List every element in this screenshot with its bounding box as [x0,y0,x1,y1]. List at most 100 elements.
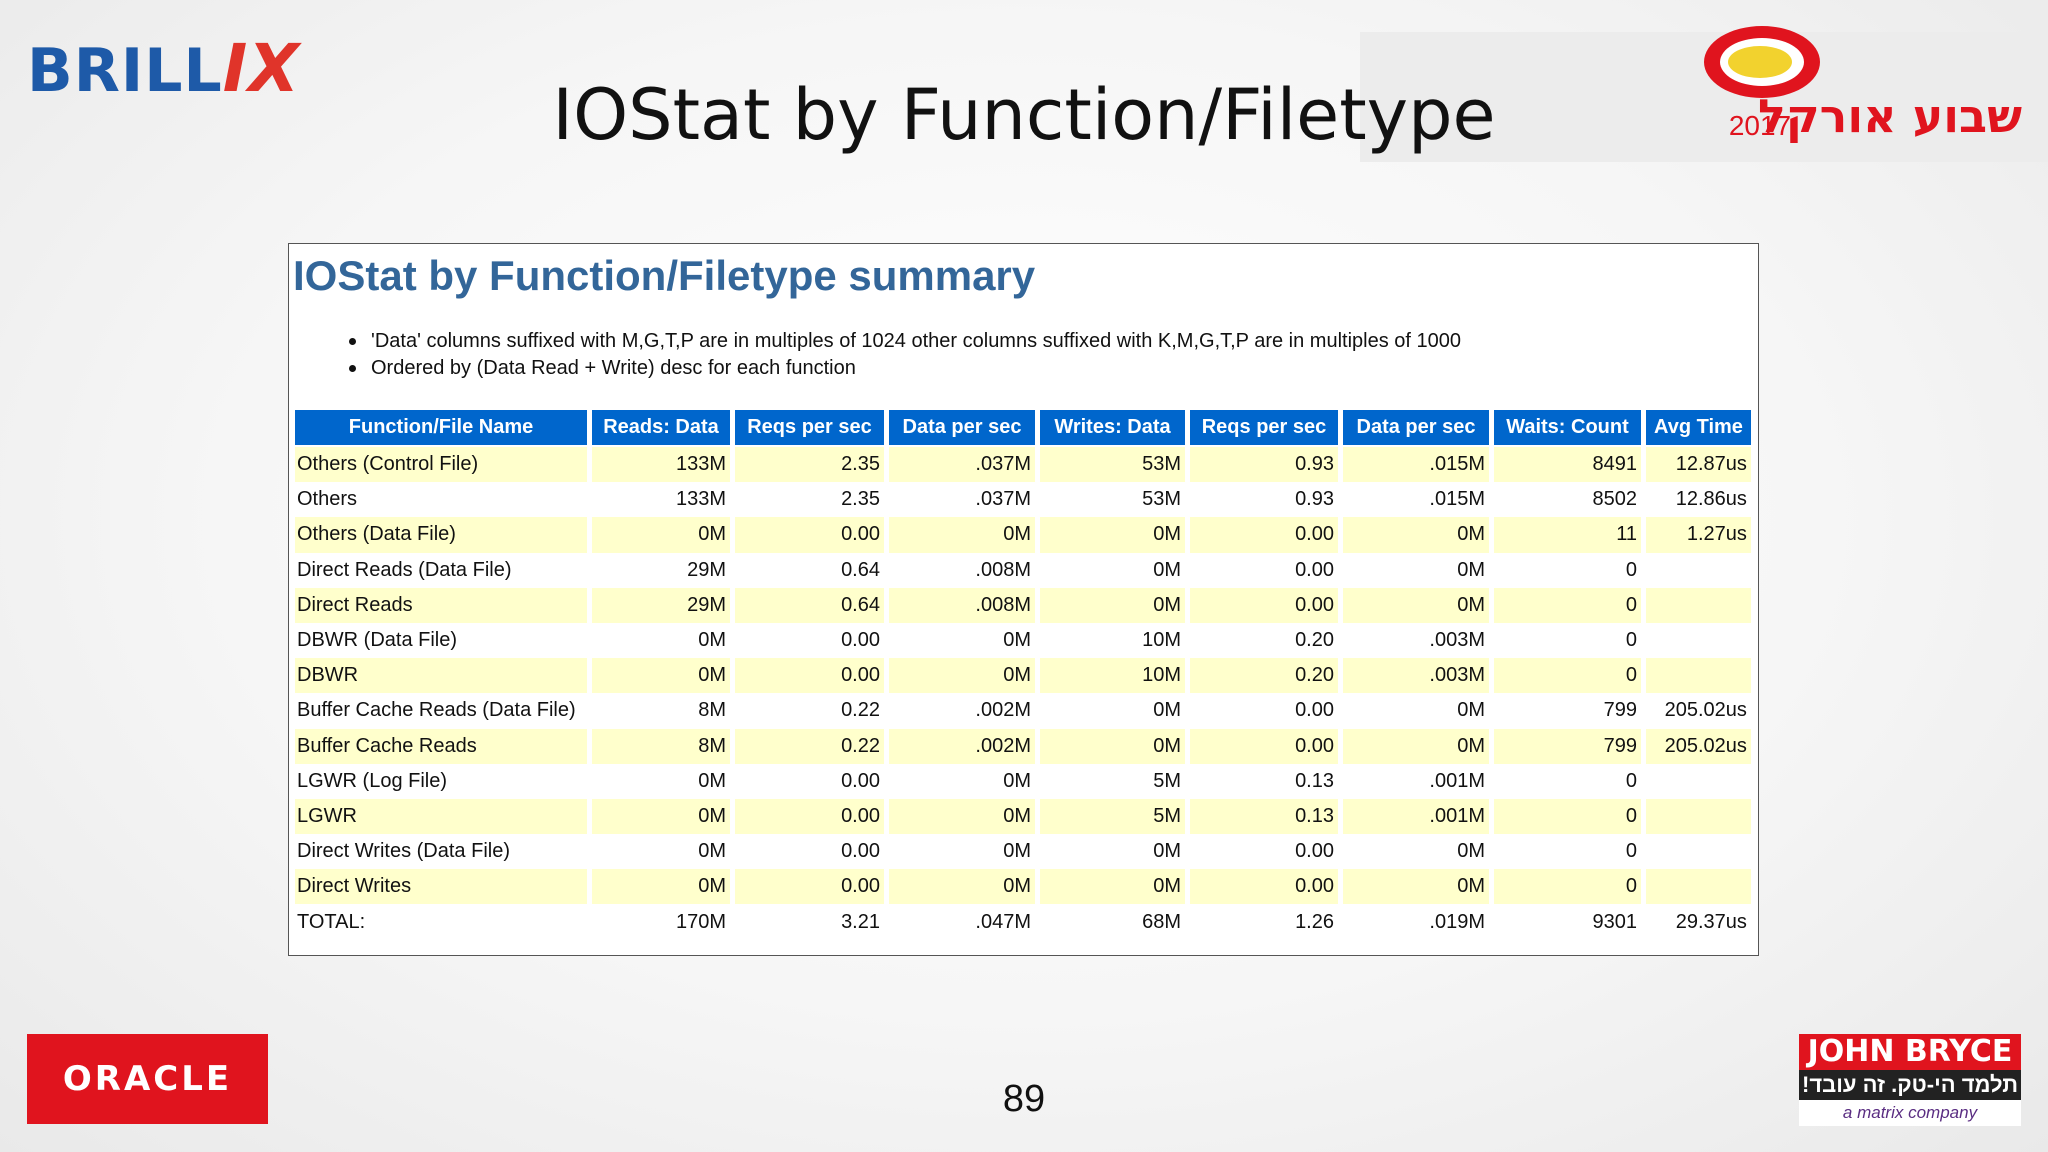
col-write-reqs-per-sec: Reqs per sec [1190,410,1338,447]
table-cell: 5M [1040,798,1185,835]
table-cell: 8M [592,728,730,764]
table-row: Direct Reads (Data File) 29M 0.64.008M 0M 0.… [295,552,1751,588]
table-cell: 0.00 [1190,587,1338,623]
table-cell: 0M [592,763,730,799]
brillix-logo: BRILLIX [27,30,301,107]
table-cell: 0.00 [1190,834,1338,870]
row-function-name: TOTAL: [295,904,587,940]
row-function-name: Others (Data File) [295,517,587,553]
table-cell: 53M [1040,447,1185,483]
table-cell: 0M [1343,552,1489,588]
table-cell: 205.02us [1646,693,1751,729]
table-cell: 3.21 [735,904,884,940]
table-row: Others 133M 2.35.037M 53M 0.93.015M 8502 12.86… [295,482,1751,518]
table-cell [1646,587,1751,623]
table-cell: 12.87us [1646,447,1751,483]
table-cell: 0.00 [1190,728,1338,764]
table-cell: 53M [1040,482,1185,518]
table-cell: 9301 [1494,904,1641,940]
row-function-name: Others (Control File) [295,447,587,483]
table-cell: 0M [592,658,730,694]
table-cell: .047M [889,904,1035,940]
col-avg-time: Avg Time [1646,410,1751,447]
table-cell: .002M [889,728,1035,764]
table-cell: .002M [889,693,1035,729]
table-cell: 799 [1494,728,1641,764]
table-cell: 0.00 [1190,517,1338,553]
table-cell: 0M [889,517,1035,553]
table-cell: 0M [1343,587,1489,623]
table-cell: 0.20 [1190,622,1338,659]
table-cell: 0M [889,834,1035,870]
table-cell [1646,552,1751,588]
table-cell [1646,763,1751,799]
col-read-reqs-per-sec: Reqs per sec [735,410,884,447]
oracle-week-logo: 2017 שבוע אורקל [1704,26,2022,143]
table-row: Others (Control File) 133M 2.35.037M 53M 0.9… [295,447,1751,483]
table-cell: 68M [1040,904,1185,940]
table-cell: 0.00 [735,834,884,870]
row-function-name: Direct Reads [295,587,587,623]
row-function-name: LGWR [295,798,587,835]
slide-title: IOStat by Function/Filetype [552,74,1496,156]
table-cell: 0 [1494,587,1641,623]
table-cell: 12.86us [1646,482,1751,518]
row-function-name: LGWR (Log File) [295,763,587,799]
row-function-name: Direct Writes (Data File) [295,834,587,870]
table-cell: 0.00 [1190,869,1338,905]
note-item: Ordered by (Data Read + Write) desc for … [349,355,1461,382]
table-cell: .001M [1343,798,1489,835]
table-cell [1646,798,1751,835]
table-cell: 8491 [1494,447,1641,483]
table-cell: 0M [889,869,1035,905]
table-cell: 0.00 [735,517,884,553]
john-bryce-logo: JOHN BRYCE תלמד הי-טק. זה עובד! a matrix… [1799,1034,2021,1126]
table-cell: 1.26 [1190,904,1338,940]
table-cell: 0.00 [735,622,884,659]
table-cell: 0 [1494,658,1641,694]
table-row: DBWR 0M 0.00 0M 10M 0.20.003M 0 [295,658,1751,694]
table-cell: 133M [592,482,730,518]
table-row: Direct Writes 0M 0.00 0M 0M 0.00 0M 0 [295,869,1751,905]
table-cell: 10M [1040,658,1185,694]
row-function-name: Direct Reads (Data File) [295,552,587,588]
table-cell: 0 [1494,869,1641,905]
table-cell: .037M [889,447,1035,483]
table-cell [1646,869,1751,905]
table-cell: 2.35 [735,482,884,518]
table-cell [1646,622,1751,659]
table-cell: 0M [592,869,730,905]
event-name: שבוע אורקל [1758,89,2022,143]
table-cell: 0M [889,658,1035,694]
table-cell: 0M [592,622,730,659]
table-cell: 0.13 [1190,798,1338,835]
john-bryce-tagline: תלמד הי-טק. זה עובד! [1799,1070,2021,1100]
table-cell: 205.02us [1646,728,1751,764]
table-cell: 0M [1343,693,1489,729]
john-bryce-name: JOHN BRYCE [1799,1034,2021,1070]
table-cell: 0M [592,834,730,870]
table-cell: 0.00 [735,658,884,694]
table-cell: 0 [1494,763,1641,799]
table-row: Others (Data File) 0M 0.00 0M 0M 0.00 0M 11 1.27… [295,517,1751,553]
table-cell: 29.37us [1646,904,1751,940]
table-cell: 0M [1040,693,1185,729]
table-cell: .019M [1343,904,1489,940]
table-cell: 0.00 [735,763,884,799]
table-cell: 0M [1343,869,1489,905]
table-cell: .003M [1343,658,1489,694]
table-header-row: Function/File Name Reads: Data Reqs per … [295,410,1751,447]
table-cell: 0.00 [735,869,884,905]
row-function-name: Direct Writes [295,869,587,905]
john-bryce-sub: a matrix company [1799,1100,2021,1126]
table-cell: 0 [1494,622,1641,659]
table-cell: .015M [1343,482,1489,518]
table-cell: 0 [1494,798,1641,835]
note-item: 'Data' columns suffixed with M,G,T,P are… [349,328,1461,355]
table-cell: .003M [1343,622,1489,659]
table-cell: 0 [1494,834,1641,870]
col-waits-count: Waits: Count [1494,410,1641,447]
table-cell: 0M [592,517,730,553]
table-cell: .001M [1343,763,1489,799]
table-cell: 0.64 [735,587,884,623]
